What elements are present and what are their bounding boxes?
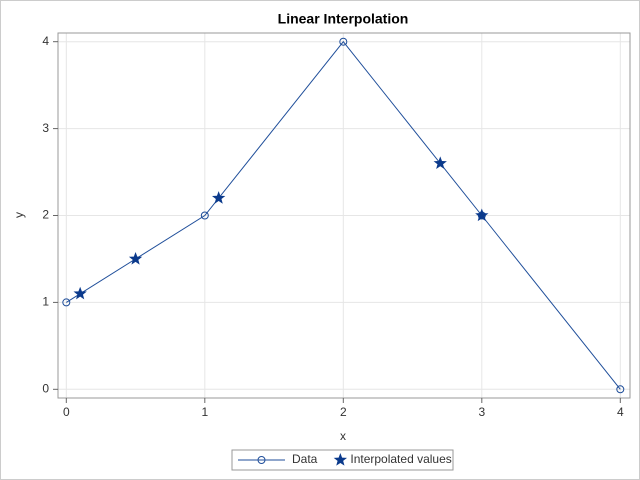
legend-label: Interpolated values [350, 452, 451, 466]
x-axis-label: x [340, 429, 346, 443]
y-axis-label: y [12, 212, 26, 218]
star-marker [128, 251, 143, 265]
legend-marker [333, 453, 348, 466]
data-line [66, 40, 621, 390]
y-tick-label: 0 [42, 381, 49, 395]
legend-marker [257, 456, 266, 464]
legend-label: Data [292, 452, 318, 466]
star-marker [475, 208, 489, 222]
x-tick-label: 1 [201, 405, 208, 419]
grid [58, 33, 630, 398]
chart-title: Linear Interpolation [278, 11, 409, 27]
circle-marker [616, 385, 625, 394]
circle-marker [339, 37, 348, 46]
x-tick-label: 4 [617, 405, 624, 419]
circle-marker [62, 298, 71, 307]
star-marker [73, 286, 87, 300]
legend-box [231, 449, 454, 471]
y-tick-label: 4 [42, 34, 49, 48]
x-tick-label: 3 [478, 405, 485, 419]
y-tick-label: 2 [42, 208, 49, 222]
star-marker [212, 191, 226, 204]
x-tick-label: 2 [340, 405, 347, 419]
x-tick-label: 0 [63, 405, 70, 419]
y-tick-label: 3 [42, 121, 49, 135]
star-marker [433, 156, 447, 170]
y-tick-label: 1 [42, 295, 49, 309]
circle-marker [200, 211, 209, 220]
